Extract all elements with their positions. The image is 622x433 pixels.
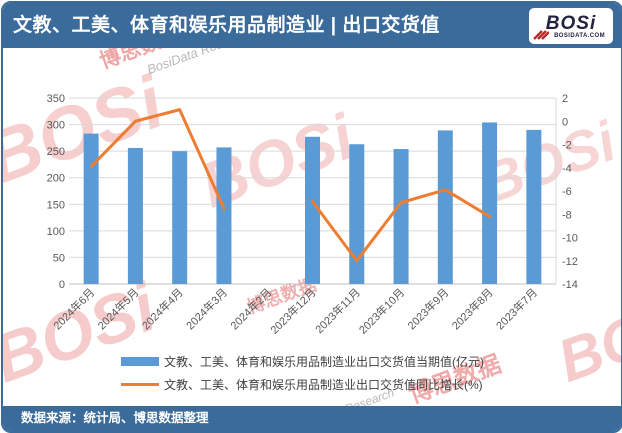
logo-text: BOSi [545,12,597,34]
bar [172,151,188,284]
left-axis-tick-label: 200 [47,173,65,185]
bar [526,129,542,284]
bar [482,122,498,285]
left-axis-tick-label: 150 [47,199,65,211]
bar [216,147,232,284]
combo-chart: 0 50 100 150 200 250 300 350 2 0 -2 -4 -6 -8 -10 -12 -14… [47,93,578,337]
bar [83,133,99,284]
bar [305,136,320,284]
right-axis-tick-label: -2 [562,140,572,152]
x-axis-category-label: 2024年3月 [183,285,230,332]
x-axis-category-label: 2023年12月 [267,285,318,336]
page-title: 文教、工美、体育和娱乐用品制造业 | 出口交货值 [13,15,440,36]
right-axis-tick-label: 2 [562,93,568,105]
right-axis-tick-label: -14 [562,279,578,291]
bar [393,149,409,284]
x-axis-category-label: 2023年8月 [449,285,496,332]
left-axis-tick-label: 50 [53,252,65,264]
left-axis-tick-label: 300 [47,120,65,132]
right-axis-tick-label: -12 [562,256,578,268]
legend-line-swatch [121,383,159,386]
x-axis-category-label: 2023年10月 [356,285,407,336]
right-axis-tick-label: -10 [562,233,578,245]
bar [349,144,365,284]
left-axis-tick-label: 350 [47,93,65,105]
right-axis-tick-label: -6 [562,186,572,198]
x-axis-category-label: 2023年9月 [404,285,451,332]
x-axis-category-label: 2024年2月 [227,285,274,332]
x-axis-category-label: 2023年7月 [493,285,540,332]
bar [437,130,453,284]
logo-domain-text: BOSIDATA.COM [554,32,605,39]
trend-line [89,108,226,210]
legend-bar-label: 文教、工美、体育和娱乐用品制造业出口交货值当期值(亿元) [164,355,484,369]
footer-bar: 数据来源：统计局、博思数据整理 [3,406,621,431]
legend-item-line-series: 文教、工美、体育和娱乐用品制造业出口交货值同比增长(%) [121,376,484,393]
legend-bar-swatch [121,357,159,366]
bosi-logo: BOSi BOSIDATA.COM [529,8,613,44]
data-source-text: 数据来源：统计局、博思数据整理 [21,411,209,425]
x-axis-category-label: 2024年5月 [94,285,141,332]
chart-legend: 文教、工美、体育和娱乐用品制造业出口交货值当期值(亿元) 文教、工美、体育和娱乐… [121,353,484,393]
right-axis-tick-label: -4 [562,163,572,175]
x-axis-category-label: 2024年6月 [50,285,97,332]
bar [127,147,143,284]
header-bar: 文教、工美、体育和娱乐用品制造业 | 出口交货值 [3,3,621,48]
left-axis-tick-label: 250 [47,146,65,158]
left-axis-tick-label: 0 [59,279,65,291]
legend-item-bar-series: 文教、工美、体育和娱乐用品制造业出口交货值当期值(亿元) [121,353,484,370]
left-axis-tick-label: 100 [47,226,65,238]
x-axis-category-label: 2024年4月 [139,285,186,332]
x-axis-category-label: 2023年11月 [312,285,363,336]
right-axis-tick-label: 0 [562,116,568,128]
legend-line-label: 文教、工美、体育和娱乐用品制造业出口交货值同比增长(%) [164,378,483,392]
trend-line [311,188,492,263]
logo-stripes-icon [533,30,549,40]
right-axis-tick-label: -8 [562,209,572,221]
